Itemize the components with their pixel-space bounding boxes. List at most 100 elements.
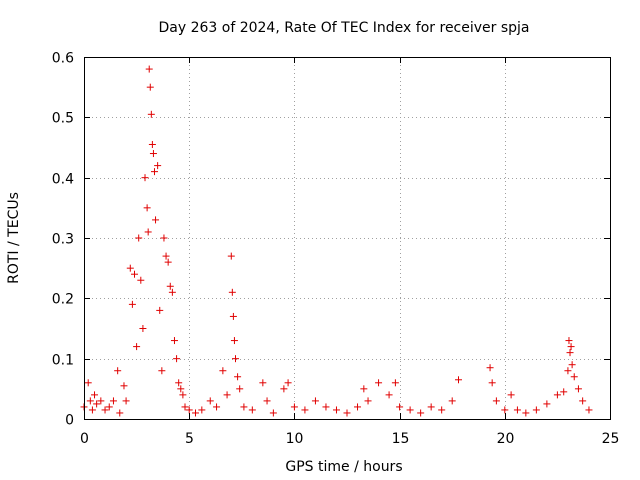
data-point <box>198 406 206 414</box>
data-point <box>173 355 181 363</box>
data-point <box>93 400 101 408</box>
data-point <box>114 367 122 375</box>
data-point <box>206 397 214 405</box>
data-point <box>391 379 399 387</box>
data-point <box>364 397 372 405</box>
data-point <box>166 282 174 290</box>
data-point <box>385 391 393 399</box>
data-point <box>148 140 156 148</box>
y-tick-label: 0.1 <box>52 353 74 369</box>
data-point <box>532 406 540 414</box>
x-tick-label: 5 <box>185 431 194 447</box>
data-points <box>80 65 593 417</box>
data-point <box>88 406 96 414</box>
y-tick-label: 0.2 <box>52 292 74 308</box>
data-point <box>150 168 158 176</box>
data-point <box>579 397 587 405</box>
data-point <box>120 382 128 390</box>
data-point <box>231 355 239 363</box>
data-point <box>553 391 561 399</box>
data-point <box>332 406 340 414</box>
data-point <box>570 373 578 381</box>
data-point <box>455 376 463 384</box>
data-point <box>116 409 124 417</box>
x-axis-title: GPS time / hours <box>285 459 402 475</box>
data-point <box>145 65 153 73</box>
data-point <box>406 406 414 414</box>
x-tick-labels: 0 5 10 15 20 25 <box>80 431 619 447</box>
data-point <box>565 337 573 345</box>
data-point <box>86 397 94 405</box>
data-point <box>574 385 582 393</box>
data-point <box>105 403 113 411</box>
data-point <box>192 409 200 417</box>
data-point <box>486 364 494 372</box>
data-point <box>122 397 130 405</box>
data-point <box>585 406 593 414</box>
data-point <box>84 379 92 387</box>
data-point <box>97 397 105 405</box>
data-point <box>213 403 221 411</box>
y-tick-label: 0 <box>65 413 74 429</box>
data-point <box>143 204 151 212</box>
data-point <box>228 288 236 296</box>
data-point <box>234 373 242 381</box>
data-point <box>219 367 227 375</box>
data-point <box>360 385 368 393</box>
data-point <box>236 385 244 393</box>
data-point <box>158 367 166 375</box>
data-point <box>135 234 143 242</box>
data-point <box>185 406 193 414</box>
grid-lines <box>84 57 610 419</box>
data-point <box>223 391 231 399</box>
data-point <box>417 409 425 417</box>
data-point <box>427 403 435 411</box>
data-point <box>109 397 117 405</box>
data-point <box>179 391 187 399</box>
data-point <box>227 252 235 260</box>
x-tick-label: 10 <box>286 431 304 447</box>
data-point <box>146 83 154 91</box>
data-point <box>560 388 568 396</box>
x-tick-label: 25 <box>602 431 620 447</box>
data-point <box>154 162 162 170</box>
y-axis-title: ROTI / TECUs <box>6 192 22 284</box>
data-point <box>567 343 575 351</box>
y-tick-labels: 0 0.1 0.2 0.3 0.4 0.5 0.6 <box>52 51 74 429</box>
x-tick-label: 15 <box>392 431 410 447</box>
axis-ticks <box>84 57 611 420</box>
data-point <box>269 409 277 417</box>
data-point <box>438 406 446 414</box>
data-point <box>175 379 183 387</box>
data-point <box>492 397 500 405</box>
data-point <box>137 276 145 284</box>
data-point <box>133 343 141 351</box>
data-point <box>568 361 576 369</box>
data-point <box>177 385 185 393</box>
data-point <box>566 349 574 357</box>
data-point <box>513 406 521 414</box>
data-point <box>128 300 136 308</box>
data-point <box>280 385 288 393</box>
data-point <box>139 325 147 332</box>
data-point <box>507 391 515 399</box>
data-point <box>149 150 157 158</box>
data-point <box>168 288 176 296</box>
y-tick-label: 0.6 <box>52 51 74 67</box>
data-point <box>354 403 362 411</box>
data-point <box>144 228 152 236</box>
data-point <box>164 258 172 266</box>
chart-title: Day 263 of 2024, Rate Of TEC Index for r… <box>158 20 529 36</box>
data-point <box>301 406 309 414</box>
data-point <box>230 337 238 345</box>
data-point <box>522 409 530 417</box>
data-point <box>259 379 267 387</box>
data-point <box>101 406 109 414</box>
data-point <box>181 403 189 411</box>
data-point <box>91 391 99 399</box>
data-point <box>448 397 456 405</box>
data-point <box>156 306 164 314</box>
data-point <box>170 337 178 345</box>
data-point <box>501 406 509 414</box>
